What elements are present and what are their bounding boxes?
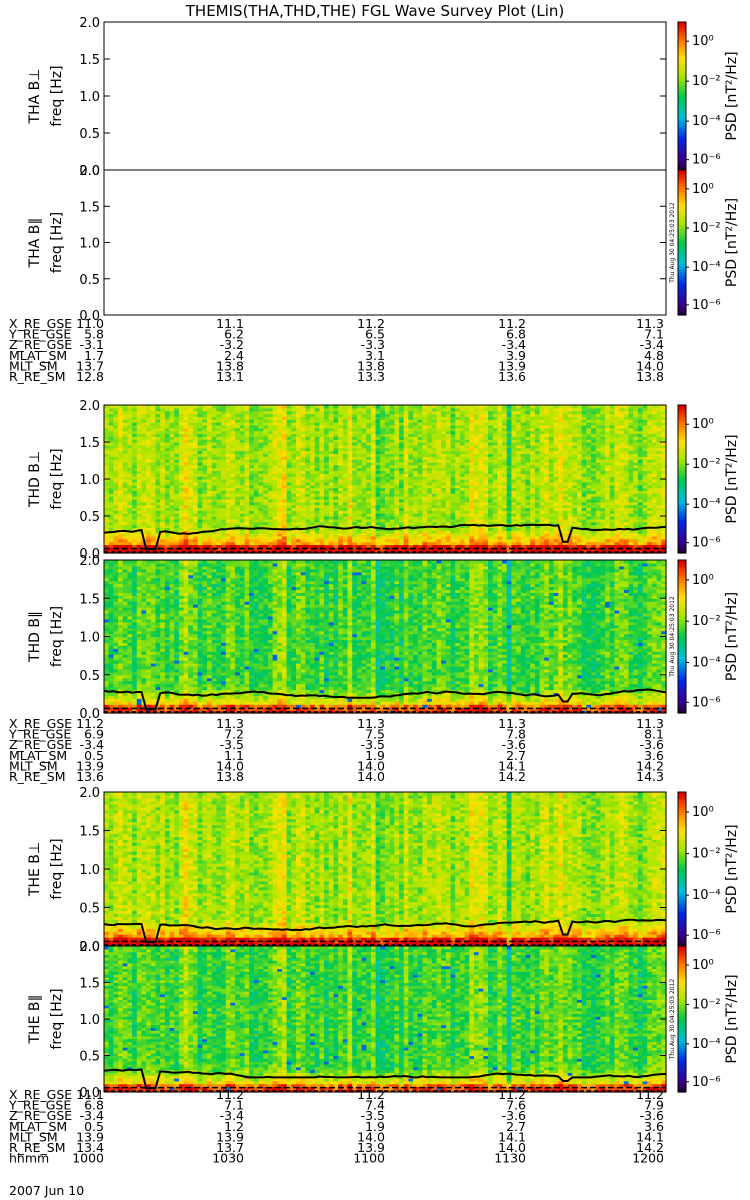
thd-panel-perp-cell [315,405,320,408]
thd-panel-perp-cell [413,405,418,408]
thd-panel-perp-cell [254,405,259,408]
thd-panel-perp-cell [333,405,338,408]
thd-panel-perp-cell [193,405,198,408]
thd-panel-perp-cell [184,405,189,408]
thd-panel-perp-cell [174,405,179,408]
thd-panel-perp-cell [170,405,175,408]
thd-panel-perp-cell [202,405,207,408]
thd-panel-perp-cell [408,405,413,408]
thd-panel-perp-cell [268,405,273,408]
thd-panel-perp-cell [338,405,343,408]
thd-panel-perp-cell [291,405,296,408]
thd-panel-perp-cell [362,405,367,408]
thd-panel-perp-cell [441,405,446,408]
thd-panel-perp-cell [104,405,109,408]
thd-panel-perp-cell [296,405,301,408]
thd-panel-perp-cell [146,405,151,408]
thd-panel-perp-cell [324,405,329,408]
thd-panel-perp-cell [301,405,306,408]
thd-panel-perp-cell [451,405,456,408]
thd-panel-perp-cell [273,405,278,408]
thd-panel-perp-cell [226,405,231,408]
thd-panel-perp-cell [352,405,357,408]
thd-panel-perp-cell [394,405,399,408]
thd-panel-perp-cell [390,405,395,408]
thd-panel-perp-cell [212,405,217,408]
thd-panel-perp-cell [263,405,268,408]
thd-panel-perp-cell [151,405,156,408]
thd-panel-perp-cell [305,405,310,408]
figure-title: THEMIS(THA,THD,THE) FGL Wave Survey Plot… [185,2,564,20]
tha-panel-perp-colorbar [678,22,686,171]
thd-panel-perp-cell [432,405,437,408]
thd-panel-perp-cell [230,405,235,408]
thd-panel-perp-cell [235,405,240,408]
thd-panel-perp-cell [399,405,404,408]
thd-panel-perp-cell [348,405,353,408]
thd-panel-perp-cell [118,405,123,408]
thd-panel-perp-spectrogram [104,405,667,554]
thd-panel-perp-cell [259,405,264,408]
thd-panel-perp-cell [380,405,385,408]
thd-panel-perp-cell [310,405,315,408]
thd-panel-perp-cell [165,405,170,408]
thd-panel-perp-cell [127,405,132,408]
thd-panel-perp-cell [221,405,226,408]
spectrogram-layer [104,22,686,1093]
thd-panel-perp-cell [240,405,245,408]
thd-panel-perp-cell [132,405,137,408]
thd-panel-perp-cell [287,405,292,408]
thd-panel-perp-cell [437,405,442,408]
thd-panel-perp-cell [188,405,193,408]
thd-panel-perp-cell [376,405,381,408]
thd-panel-perp-cell [329,405,334,408]
thd-panel-perp-cell [141,405,146,408]
thd-panel-perp-cell [109,405,114,408]
thd-panel-perp-cell [216,405,221,408]
thd-panel-perp-cell [156,405,161,408]
tha-panel-par-colorbar [678,170,686,316]
thd-panel-perp-cell [249,405,254,408]
thd-panel-perp-cell [446,405,451,408]
thd-panel-perp-cell [160,405,165,408]
thd-panel-perp-cell [277,405,282,408]
thd-panel-perp-cell [198,405,203,408]
thd-panel-perp-cell [357,405,362,408]
thd-panel-perp-cell [366,405,371,408]
thd-panel-perp-cell [385,405,390,408]
thd-panel-perp-cell [179,405,184,408]
thd-panel-perp-cell [422,405,427,408]
thd-panel-perp-cell [427,405,432,408]
thd-panel-perp-cell [282,405,287,408]
thd-panel-perp-cell [207,405,212,408]
thd-panel-perp-cell [319,405,324,408]
thd-panel-perp-cell [113,405,118,408]
thd-panel-perp-cell [404,405,409,408]
thd-panel-perp-cell [123,405,128,408]
thd-panel-perp-cell [371,405,376,408]
thd-panel-perp-cell [137,405,142,408]
thd-panel-perp-cell [245,405,250,408]
thd-panel-perp-cell [343,405,348,408]
thd-panel-perp-cell [418,405,423,408]
